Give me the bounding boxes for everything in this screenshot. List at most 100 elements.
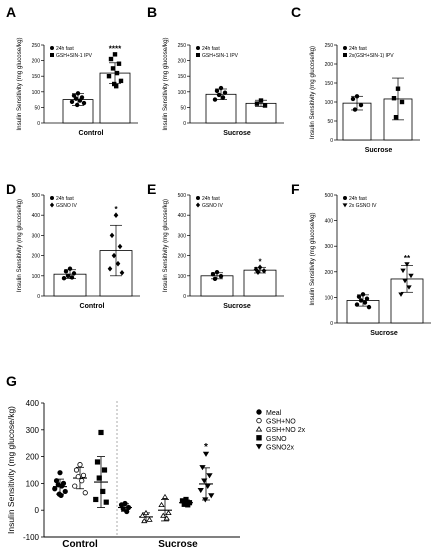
data-point <box>146 516 153 522</box>
y-tick-label: 100 <box>325 100 334 106</box>
data-point <box>73 467 80 473</box>
data-point <box>108 56 114 62</box>
y-tick-label: 0 <box>37 121 40 127</box>
data-point <box>208 493 215 499</box>
y-axis-label: Insulin Sensitivity (mg glucose/kg) <box>309 212 316 305</box>
legend-marker <box>256 435 262 441</box>
legend-marker <box>195 53 200 58</box>
data-point <box>222 90 228 95</box>
data-point <box>201 478 208 484</box>
panel-letter: D <box>6 181 16 197</box>
y-axis-label: Insulin Sensitivity (mg glucose/kg) <box>16 37 23 130</box>
x-axis-label: Sucrose <box>370 330 398 337</box>
data-point <box>139 512 146 518</box>
y-tick-label: 500 <box>325 193 334 199</box>
data-point <box>65 273 71 278</box>
y-tick-label: 100 <box>32 90 41 96</box>
data-point <box>218 274 224 279</box>
y-tick-label: 400 <box>32 213 41 219</box>
legend-label: 24h fast <box>202 46 220 52</box>
y-tick-label: 300 <box>26 426 40 435</box>
data-point <box>67 266 73 271</box>
data-point <box>199 465 206 471</box>
data-point <box>204 483 211 490</box>
y-tick-label: 50 <box>327 119 333 125</box>
legend-label: GSH+NO 2x <box>266 427 306 434</box>
data-point <box>254 101 260 106</box>
legend-marker <box>255 444 263 450</box>
data-point <box>101 467 108 473</box>
legend-label: GSNO IV <box>202 203 224 209</box>
legend-label: 24h fast <box>349 46 367 52</box>
y-tick-label: 150 <box>32 74 41 80</box>
data-point <box>113 212 119 218</box>
significance-marker: * <box>258 257 262 266</box>
legend-marker <box>195 46 200 51</box>
y-tick-label: 200 <box>325 62 334 68</box>
y-tick-label: 300 <box>325 244 334 250</box>
data-point <box>69 275 75 280</box>
y-tick-label: 300 <box>178 233 187 239</box>
legend-marker <box>50 46 55 51</box>
data-point <box>218 85 224 91</box>
y-tick-label: 50 <box>34 105 40 111</box>
data-point <box>362 300 368 305</box>
data-point <box>110 66 116 71</box>
data-point <box>165 509 172 516</box>
data-point <box>364 296 370 301</box>
data-point <box>257 264 263 271</box>
y-tick-label: 200 <box>178 59 187 65</box>
data-point <box>112 52 118 57</box>
significance-marker: * <box>204 442 208 453</box>
data-point <box>399 99 405 105</box>
data-point <box>72 483 78 489</box>
data-point <box>261 267 267 274</box>
y-tick-label: 250 <box>325 43 334 49</box>
legend-label: 24h fast <box>349 196 367 202</box>
y-tick-label: 50 <box>180 105 186 111</box>
y-tick-label: 200 <box>32 59 41 65</box>
y-tick-label: 100 <box>325 295 334 301</box>
data-point <box>75 474 81 480</box>
group-label: Sucrose <box>158 539 198 550</box>
y-tick-label: 150 <box>325 81 334 87</box>
data-point <box>114 70 120 76</box>
data-point <box>96 475 102 481</box>
data-point <box>197 487 204 494</box>
legend-marker <box>50 53 55 58</box>
legend-label: 2x GSNO IV <box>349 203 377 209</box>
data-point <box>185 502 191 508</box>
data-point <box>360 292 366 297</box>
y-tick-label: 100 <box>178 274 187 280</box>
data-point <box>216 92 222 98</box>
legend-label: Meal <box>266 410 282 417</box>
significance-marker: **** <box>109 44 122 53</box>
y-tick-label: 400 <box>26 399 40 408</box>
legend-marker <box>342 203 348 208</box>
y-tick-label: 100 <box>178 90 187 96</box>
legend-label: 24h fast <box>56 46 74 52</box>
data-point <box>124 508 130 515</box>
data-point <box>395 86 401 91</box>
y-tick-label: 500 <box>32 193 41 199</box>
data-point <box>253 266 259 273</box>
data-point <box>77 98 83 103</box>
data-point <box>116 61 122 66</box>
y-tick-label: 0 <box>330 321 333 327</box>
data-point <box>58 492 64 499</box>
y-tick-label: 0 <box>35 506 40 515</box>
data-point <box>63 269 69 274</box>
x-axis-label: Control <box>79 130 104 137</box>
data-point <box>356 294 362 299</box>
y-tick-label: 0 <box>37 294 40 300</box>
y-axis-label: Insulin Sensitivity (mg glucose/kg) <box>309 46 316 139</box>
data-point <box>160 512 167 518</box>
y-tick-label: 100 <box>32 274 41 280</box>
data-point <box>119 269 125 276</box>
y-tick-label: 0 <box>330 138 333 144</box>
data-point <box>214 88 220 94</box>
y-axis-label: Insulin Sensitivity (mg glucose/kg) <box>16 199 23 292</box>
data-point <box>161 493 169 499</box>
data-point <box>117 243 123 250</box>
data-point <box>366 304 372 310</box>
